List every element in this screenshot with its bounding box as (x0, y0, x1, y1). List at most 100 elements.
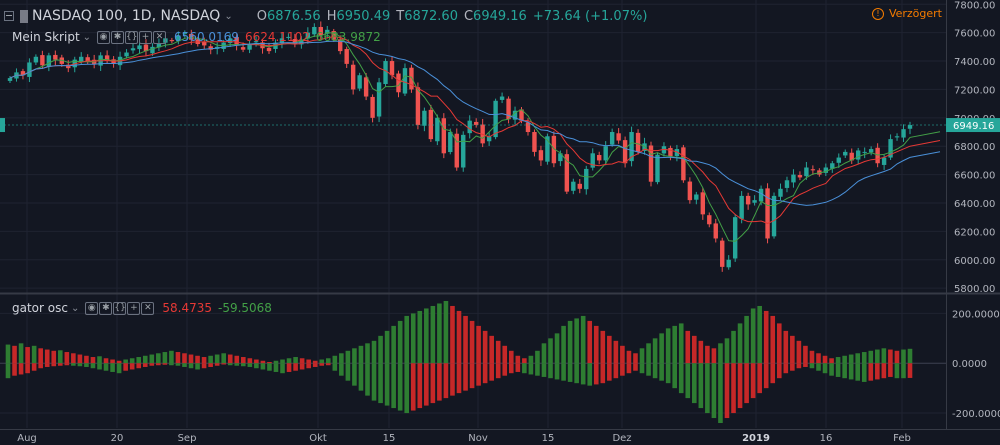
candle-body[interactable] (616, 133, 621, 141)
candle-body[interactable] (836, 157, 841, 163)
candle-body[interactable] (868, 149, 874, 153)
candle-body[interactable] (629, 132, 634, 162)
candle-body[interactable] (169, 40, 175, 42)
candle-body[interactable] (674, 149, 680, 157)
candle-body[interactable] (247, 44, 252, 50)
candle-body[interactable] (130, 48, 136, 51)
candle-body[interactable] (253, 41, 259, 43)
candle-body[interactable] (512, 110, 518, 120)
candle-body[interactable] (681, 147, 686, 181)
candle-body[interactable] (622, 140, 628, 164)
candle-body[interactable] (363, 77, 369, 97)
candle-body[interactable] (739, 195, 744, 219)
candle-body[interactable] (648, 145, 654, 182)
candle-body[interactable] (901, 129, 906, 138)
candle-body[interactable] (150, 46, 155, 54)
candle-body[interactable] (208, 46, 213, 50)
candle-body[interactable] (745, 195, 751, 205)
candle-body[interactable] (473, 121, 479, 125)
candle-body[interactable] (305, 32, 311, 39)
candle-body[interactable] (422, 110, 427, 126)
source-icon[interactable]: {} (113, 301, 127, 315)
candle-body[interactable] (888, 139, 893, 158)
candle-body[interactable] (383, 61, 388, 85)
candle-body[interactable] (46, 55, 52, 67)
candle-body[interactable] (810, 169, 816, 171)
candle-body[interactable] (40, 55, 45, 66)
candle-body[interactable] (545, 136, 550, 162)
add-icon[interactable]: + (139, 30, 153, 44)
candle-body[interactable] (227, 38, 233, 44)
candle-body[interactable] (156, 44, 162, 48)
candle-body[interactable] (765, 188, 770, 239)
candle-body[interactable] (823, 167, 829, 173)
candle-body[interactable] (558, 153, 563, 162)
candle-body[interactable] (830, 163, 835, 169)
delayed-badge[interactable]: ! Verzögert (871, 7, 942, 20)
candle-body[interactable] (143, 44, 149, 52)
candle-body[interactable] (635, 132, 641, 152)
settings-icon[interactable]: ✱ (111, 30, 125, 44)
add-icon[interactable]: + (127, 301, 141, 315)
candle-body[interactable] (597, 155, 602, 161)
candle-body[interactable] (532, 132, 537, 152)
candle-body[interactable] (292, 39, 298, 45)
candle-body[interactable] (428, 109, 434, 140)
candle-body[interactable] (104, 55, 110, 62)
candle-body[interactable] (493, 100, 498, 138)
candle-body[interactable] (7, 78, 13, 81)
candle-body[interactable] (202, 41, 207, 46)
candle-body[interactable] (713, 223, 718, 239)
candle-body[interactable] (720, 240, 725, 267)
candle-body[interactable] (661, 146, 667, 154)
candle-body[interactable] (312, 26, 317, 35)
source-icon[interactable]: {} (125, 30, 139, 44)
candle-body[interactable] (79, 56, 84, 62)
candle-body[interactable] (603, 146, 608, 161)
candle-body[interactable] (655, 154, 660, 183)
indicator-name[interactable]: gator osc (12, 301, 68, 315)
candle-body[interactable] (797, 175, 803, 178)
candle-body[interactable] (843, 151, 848, 156)
candle-body[interactable] (668, 147, 673, 157)
candle-body[interactable] (415, 87, 421, 125)
candle-body[interactable] (506, 98, 511, 120)
chevron-down-icon[interactable]: ⌄ (82, 31, 92, 43)
candle-body[interactable] (862, 151, 867, 153)
candle-body[interactable] (182, 32, 188, 34)
settings-icon[interactable]: ✱ (99, 301, 113, 315)
candle-body[interactable] (240, 47, 246, 50)
candle-body[interactable] (525, 122, 531, 133)
candle-body[interactable] (577, 183, 582, 189)
candle-body[interactable] (344, 48, 349, 64)
candle-body[interactable] (448, 132, 453, 153)
candle-body[interactable] (758, 188, 764, 202)
candle-body[interactable] (325, 29, 330, 34)
candle-body[interactable] (396, 73, 401, 93)
symbol-title[interactable]: NASDAQ 100, 1D, NASDAQ (32, 8, 221, 24)
candle-body[interactable] (461, 134, 466, 168)
candle-body[interactable] (338, 39, 343, 52)
candle-body[interactable] (609, 132, 615, 145)
close-icon[interactable]: ✕ (153, 30, 167, 44)
candle-body[interactable] (409, 67, 414, 90)
candle-body[interactable] (53, 54, 58, 60)
candle-body[interactable] (791, 174, 796, 183)
candle-body[interactable] (707, 215, 712, 225)
candle-body[interactable] (286, 36, 291, 38)
candle-body[interactable] (357, 75, 362, 89)
chevron-down-icon[interactable]: ⌄ (224, 10, 233, 22)
candle-body[interactable] (538, 150, 544, 161)
close-icon[interactable]: ✕ (141, 301, 155, 315)
candle-body[interactable] (551, 135, 557, 164)
candle-body[interactable] (389, 61, 395, 76)
candle-body[interactable] (771, 195, 777, 237)
candle-body[interactable] (176, 35, 181, 42)
candle-body[interactable] (571, 181, 576, 191)
candle-body[interactable] (279, 38, 285, 44)
indicator-name[interactable]: Mein Skript (12, 30, 80, 44)
candle-body[interactable] (137, 45, 142, 50)
candle-body[interactable] (564, 154, 570, 192)
candle-body[interactable] (299, 39, 304, 45)
